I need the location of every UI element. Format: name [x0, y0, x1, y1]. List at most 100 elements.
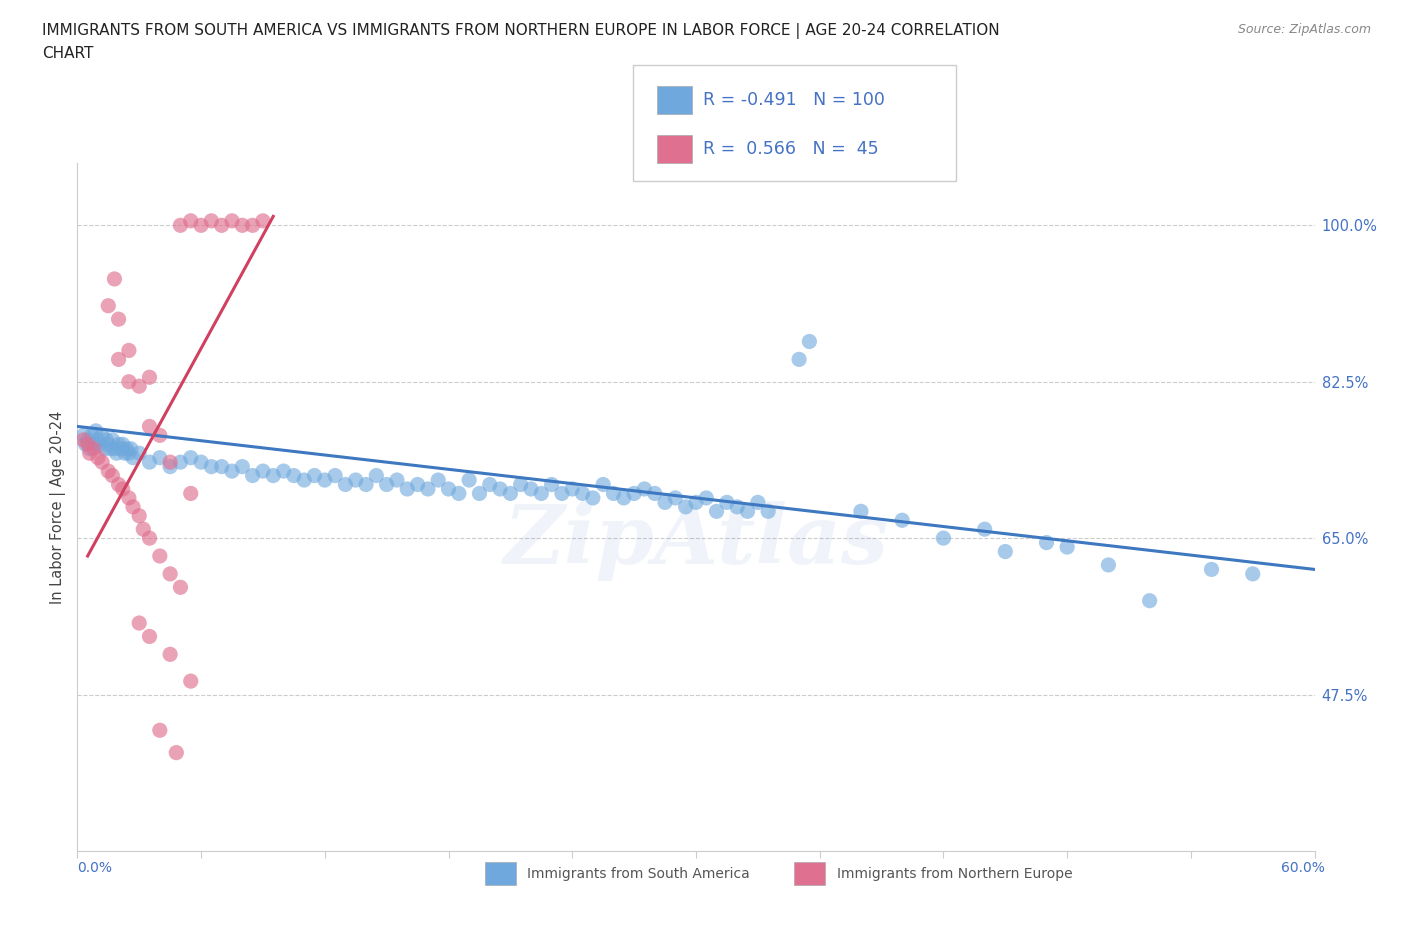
Point — [200, 213, 222, 228]
Point — [1035, 535, 1057, 550]
Point — [1201, 562, 1223, 577]
Point — [159, 647, 181, 662]
Point — [91, 455, 114, 470]
Point — [221, 464, 243, 479]
Point — [489, 482, 512, 497]
Point — [509, 477, 531, 492]
Point — [118, 343, 141, 358]
Point — [695, 490, 717, 505]
Point — [375, 477, 398, 492]
Point — [132, 522, 155, 537]
Text: Source: ZipAtlas.com: Source: ZipAtlas.com — [1237, 23, 1371, 36]
Point — [335, 477, 357, 492]
Point — [138, 629, 160, 644]
Point — [551, 486, 574, 501]
Text: Immigrants from Northern Europe: Immigrants from Northern Europe — [837, 867, 1073, 881]
Point — [79, 445, 101, 460]
Point — [385, 472, 408, 487]
Point — [221, 213, 243, 228]
Point — [716, 495, 738, 510]
Point — [118, 490, 141, 505]
Point — [169, 455, 191, 470]
Point — [128, 379, 150, 393]
Point — [447, 486, 470, 501]
Text: IMMIGRANTS FROM SOUTH AMERICA VS IMMIGRANTS FROM NORTHERN EUROPE IN LABOR FORCE : IMMIGRANTS FROM SOUTH AMERICA VS IMMIGRA… — [42, 23, 1000, 39]
Point — [180, 450, 202, 465]
Point — [211, 459, 233, 474]
Point — [304, 468, 326, 483]
Point — [111, 437, 134, 452]
Point — [97, 437, 120, 452]
Point — [592, 477, 614, 492]
Point — [103, 442, 125, 457]
Point — [107, 477, 129, 492]
Point — [756, 504, 779, 519]
Point — [91, 428, 114, 443]
Text: ZipAtlas: ZipAtlas — [503, 501, 889, 581]
Point — [200, 459, 222, 474]
Point — [530, 486, 553, 501]
Point — [499, 486, 522, 501]
Point — [138, 455, 160, 470]
Point — [406, 477, 429, 492]
Point — [675, 499, 697, 514]
Point — [571, 486, 593, 501]
Point — [252, 213, 274, 228]
Point — [602, 486, 624, 501]
Point — [396, 482, 419, 497]
Point — [159, 455, 181, 470]
Point — [80, 428, 103, 443]
Text: Immigrants from South America: Immigrants from South America — [527, 867, 749, 881]
Point — [737, 504, 759, 519]
Point — [787, 352, 810, 366]
Point — [520, 482, 543, 497]
Point — [72, 428, 94, 443]
Point — [1139, 593, 1161, 608]
Point — [169, 579, 191, 594]
Point — [1097, 557, 1119, 572]
Point — [97, 464, 120, 479]
Point — [84, 423, 107, 438]
Point — [118, 445, 141, 460]
Point — [561, 482, 583, 497]
Point — [252, 464, 274, 479]
Point — [138, 419, 160, 434]
Point — [107, 437, 129, 452]
Point — [159, 566, 181, 581]
Point — [138, 370, 160, 385]
Point — [190, 455, 212, 470]
Point — [468, 486, 491, 501]
Point — [115, 442, 138, 457]
Point — [89, 437, 111, 452]
Point — [128, 509, 150, 524]
Point — [149, 428, 172, 443]
Point — [101, 468, 124, 483]
Point — [83, 437, 105, 452]
Point — [283, 468, 305, 483]
Point — [122, 450, 145, 465]
Point — [994, 544, 1017, 559]
Point — [1241, 566, 1264, 581]
Point — [849, 504, 872, 519]
Point — [344, 472, 367, 487]
Point — [105, 445, 128, 460]
Point — [262, 468, 284, 483]
Point — [582, 490, 605, 505]
Point — [314, 472, 336, 487]
Point — [231, 459, 253, 474]
Point — [190, 218, 212, 232]
Point — [72, 432, 94, 447]
Point — [623, 486, 645, 501]
Point — [725, 499, 748, 514]
Point — [437, 482, 460, 497]
Point — [747, 495, 769, 510]
Point — [973, 522, 995, 537]
Point — [458, 472, 481, 487]
Point — [93, 442, 115, 457]
Point — [96, 432, 118, 447]
Point — [79, 442, 101, 457]
Text: 0.0%: 0.0% — [77, 861, 112, 875]
Point — [114, 445, 136, 460]
Point — [120, 442, 142, 457]
Point — [633, 482, 655, 497]
